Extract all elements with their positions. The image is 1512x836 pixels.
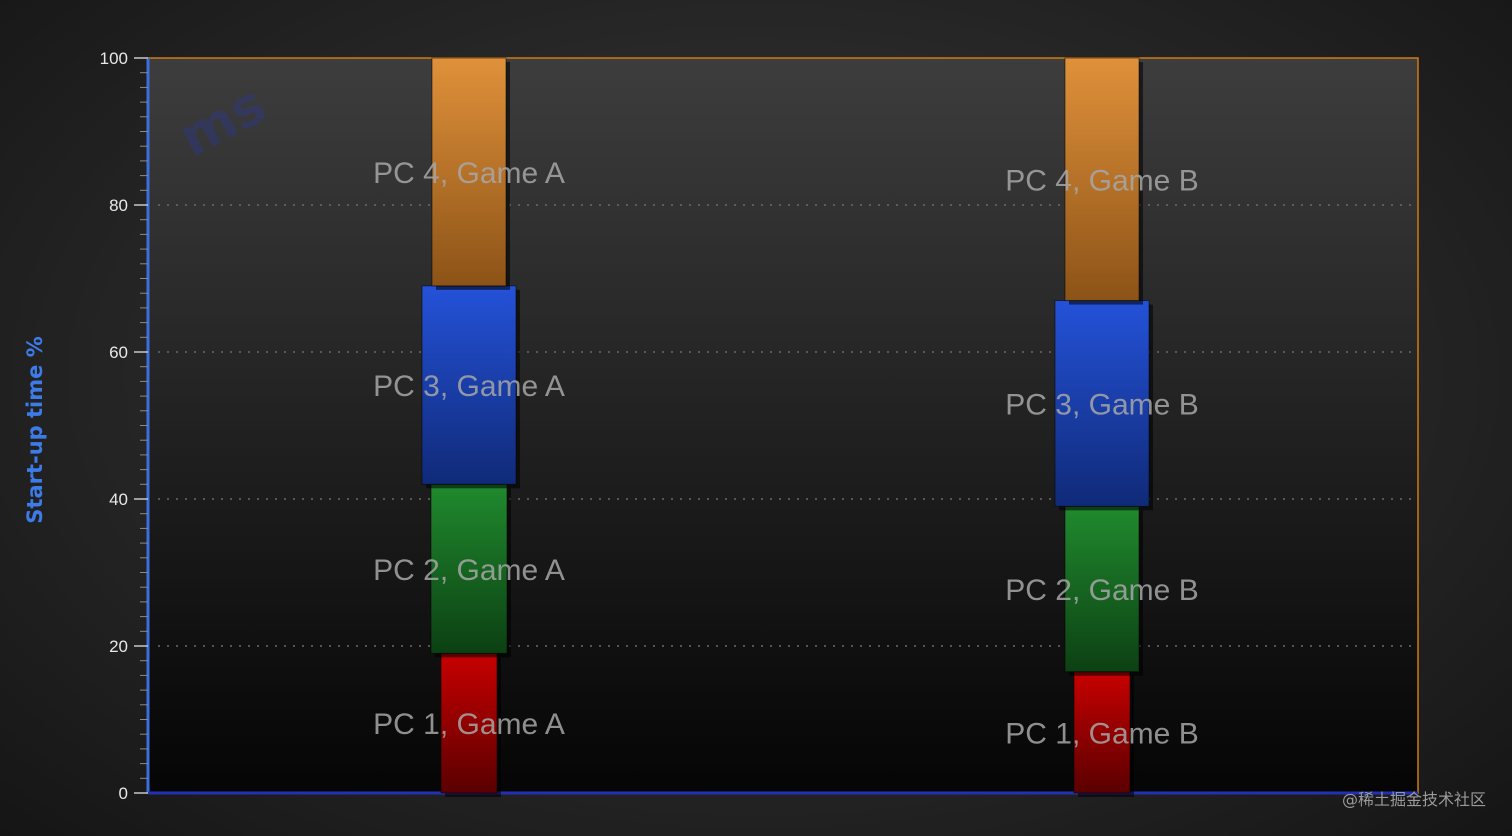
y-tick-label: 80 <box>109 196 128 215</box>
plot-area <box>147 57 1419 794</box>
y-tick-label: 60 <box>109 343 128 362</box>
y-tick-label: 40 <box>109 490 128 509</box>
bar-pc-3-game-a[interactable] <box>421 285 517 485</box>
bar-pc-3-game-b[interactable] <box>1054 300 1150 507</box>
bar-pc-1-game-b[interactable] <box>1073 671 1131 794</box>
bar-pc-1-game-a[interactable] <box>440 652 498 794</box>
bars <box>421 57 1153 797</box>
y-axis: 0 20 40 60 80 100 <box>100 49 1418 803</box>
bar-labels: PC 1, Game A PC 2, Game A PC 3, Game A PC 4… <box>373 157 1199 750</box>
y-tick-label: 0 <box>119 784 128 803</box>
y-axis-title: Start-up time % <box>23 336 47 523</box>
watermark-credit: @稀土掘金技术社区 <box>1341 790 1486 809</box>
bar-pc-4-game-a[interactable] <box>431 57 507 287</box>
bar-pc-4-game-b[interactable] <box>1064 57 1140 302</box>
bar-data-label: PC 3, Game A <box>373 370 565 403</box>
y-tick-label: 100 <box>100 49 128 68</box>
bar-data-label: PC 3, Game B <box>1005 388 1198 421</box>
bar-data-label: PC 1, Game A <box>373 708 565 741</box>
y-tick-label: 20 <box>109 637 128 656</box>
bar-data-label: PC 2, Game B <box>1005 574 1198 607</box>
bar-data-label: PC 4, Game B <box>1005 164 1198 197</box>
bar-data-label: PC 4, Game A <box>373 157 565 190</box>
bar-pc-2-game-a[interactable] <box>430 483 508 654</box>
bar-data-label: PC 1, Game B <box>1005 717 1198 750</box>
bar-data-label: PC 2, Game A <box>373 554 565 587</box>
bar-pc-2-game-b[interactable] <box>1064 505 1140 673</box>
